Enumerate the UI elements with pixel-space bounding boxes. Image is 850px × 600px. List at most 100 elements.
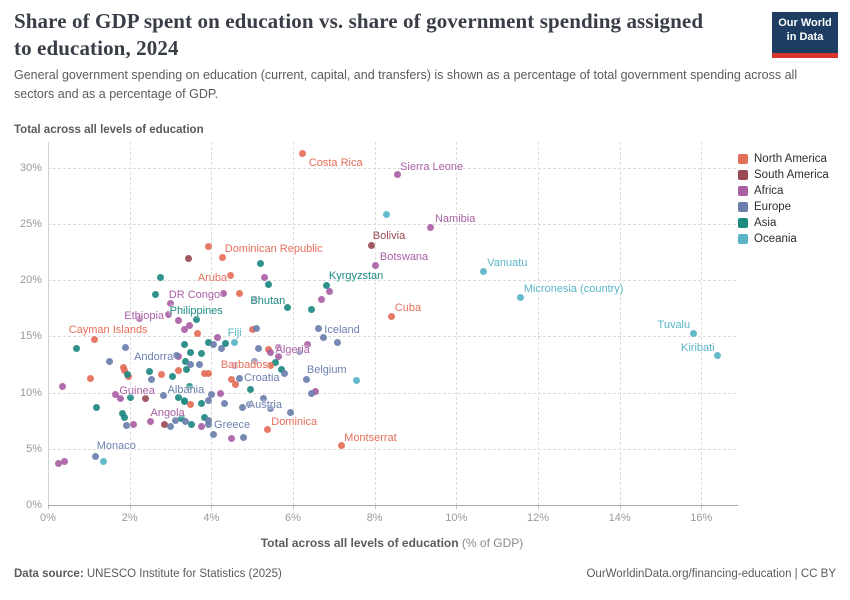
data-point[interactable] <box>158 371 165 379</box>
data-point[interactable] <box>175 317 183 325</box>
legend-item-oc[interactable]: Oceania <box>738 231 829 247</box>
data-point[interactable] <box>122 422 130 430</box>
data-point[interactable] <box>479 267 487 275</box>
data-point[interactable] <box>204 420 212 428</box>
data-point[interactable] <box>308 390 316 398</box>
data-point[interactable] <box>226 272 234 280</box>
data-point[interactable] <box>209 340 217 348</box>
data-point[interactable] <box>277 365 285 373</box>
data-point[interactable] <box>248 326 256 334</box>
data-point[interactable] <box>204 338 212 346</box>
owid-logo[interactable]: Our World in Data <box>772 12 838 58</box>
data-point[interactable] <box>185 383 193 391</box>
data-point[interactable] <box>274 353 282 361</box>
legend-item-na[interactable]: North America <box>738 151 829 167</box>
data-point[interactable] <box>87 374 95 382</box>
data-point[interactable] <box>99 457 107 465</box>
data-point[interactable] <box>160 420 168 428</box>
data-point[interactable] <box>152 291 160 299</box>
data-point[interactable] <box>216 390 224 398</box>
data-point[interactable] <box>352 377 360 385</box>
data-point[interactable] <box>372 261 380 269</box>
data-point[interactable] <box>185 255 193 263</box>
data-point[interactable] <box>213 334 221 342</box>
data-point[interactable] <box>250 357 258 365</box>
data-point[interactable] <box>287 409 295 417</box>
data-point[interactable] <box>266 404 274 412</box>
data-point[interactable] <box>320 334 328 342</box>
data-point[interactable] <box>227 376 235 384</box>
legend-item-as[interactable]: Asia <box>738 215 829 231</box>
data-point[interactable] <box>116 395 124 403</box>
data-point[interactable] <box>236 290 244 298</box>
data-point[interactable] <box>200 413 208 421</box>
data-point[interactable] <box>164 311 172 318</box>
data-point[interactable] <box>197 400 205 408</box>
data-point[interactable] <box>245 401 253 409</box>
data-point[interactable] <box>267 361 275 369</box>
data-point[interactable] <box>209 431 217 439</box>
data-point[interactable] <box>240 434 248 442</box>
data-point[interactable] <box>197 422 205 430</box>
data-point[interactable] <box>186 348 194 356</box>
data-point[interactable] <box>181 358 189 366</box>
data-point[interactable] <box>186 361 194 369</box>
data-point[interactable] <box>200 370 208 377</box>
data-point[interactable] <box>204 243 212 251</box>
data-point[interactable] <box>120 367 128 375</box>
data-point[interactable] <box>204 417 212 425</box>
data-point[interactable] <box>231 338 239 346</box>
data-point[interactable] <box>263 425 271 433</box>
data-point[interactable] <box>246 386 254 394</box>
legend-item-sa[interactable]: South America <box>738 167 829 183</box>
data-point[interactable] <box>193 329 201 337</box>
data-point[interactable] <box>307 305 315 313</box>
data-point[interactable] <box>239 403 247 411</box>
data-point[interactable] <box>204 396 212 404</box>
data-point[interactable] <box>231 381 239 389</box>
data-point[interactable] <box>250 295 258 303</box>
data-point[interactable] <box>145 368 153 376</box>
data-point[interactable] <box>256 259 264 267</box>
data-point[interactable] <box>311 387 319 395</box>
data-point[interactable] <box>304 340 312 348</box>
data-point[interactable] <box>714 352 722 360</box>
data-point[interactable] <box>186 401 194 409</box>
data-point[interactable] <box>222 339 230 347</box>
data-point[interactable] <box>105 357 113 365</box>
data-point[interactable] <box>180 398 188 406</box>
data-point[interactable] <box>271 359 279 367</box>
data-point[interactable] <box>141 395 149 403</box>
data-point[interactable] <box>517 293 525 301</box>
data-point[interactable] <box>220 400 228 408</box>
data-point[interactable] <box>207 391 215 399</box>
data-point[interactable] <box>186 322 194 330</box>
data-point[interactable] <box>195 361 203 369</box>
data-point[interactable] <box>129 420 137 428</box>
data-point[interactable] <box>393 171 401 179</box>
data-point[interactable] <box>283 303 291 311</box>
data-point[interactable] <box>192 316 200 324</box>
data-point[interactable] <box>217 345 225 353</box>
data-point[interactable] <box>323 282 331 290</box>
owid-link[interactable]: OurWorldinData.org/financing-education |… <box>586 568 836 580</box>
data-point[interactable] <box>254 345 262 353</box>
data-point[interactable] <box>93 403 101 411</box>
data-point[interactable] <box>181 325 189 333</box>
data-point[interactable] <box>267 349 275 357</box>
data-point[interactable] <box>264 281 272 289</box>
data-point[interactable] <box>120 413 128 421</box>
data-point[interactable] <box>166 423 174 431</box>
data-point[interactable] <box>295 347 303 355</box>
data-point[interactable] <box>689 329 697 337</box>
data-point[interactable] <box>174 367 182 375</box>
data-point[interactable] <box>171 417 179 425</box>
data-point[interactable] <box>172 352 180 360</box>
data-point[interactable] <box>230 362 238 370</box>
data-point[interactable] <box>92 452 100 460</box>
data-point[interactable] <box>146 418 154 426</box>
data-point[interactable] <box>166 300 174 308</box>
data-point[interactable] <box>156 274 164 282</box>
data-point[interactable] <box>299 149 307 157</box>
data-point[interactable] <box>168 373 176 381</box>
